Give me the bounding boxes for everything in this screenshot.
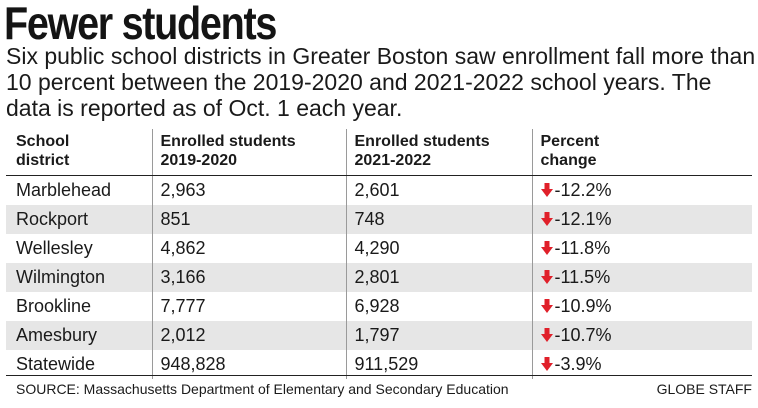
percent-change-value: -12.2% — [554, 180, 612, 200]
district-cell: Amesbury — [6, 321, 152, 350]
header-line: School — [16, 133, 70, 150]
enrolled-2021-2022-cell: 911,529 — [345, 350, 532, 379]
table-body: Marblehead 2,963 2,601 -12.2% Rockport 851 748… — [6, 175, 752, 379]
header-line: district — [16, 152, 70, 169]
enrolled-2021-2022-cell: 748 — [345, 205, 532, 234]
header-school-district: School district — [6, 129, 152, 176]
header-line: 2021-2022 — [354, 152, 432, 169]
percent-change-cell: -11.5% — [531, 263, 752, 292]
percent-change-value: -11.5% — [554, 267, 611, 287]
district-cell: Wilmington — [6, 263, 152, 292]
percent-change-cell: -10.7% — [531, 321, 752, 350]
enrolled-2021-2022-cell: 6,928 — [345, 292, 532, 321]
table-row: Wellesley 4,862 4,290 -11.8% — [6, 234, 752, 263]
down-arrow-icon — [540, 206, 553, 226]
down-arrow-icon — [540, 177, 553, 197]
percent-change-value: -10.9% — [554, 296, 612, 316]
percent-change-cell: -10.9% — [531, 292, 752, 321]
table-header-row: School district Enrolled students 2019-2… — [6, 129, 752, 176]
down-arrow-icon — [540, 293, 553, 313]
percent-change-value: -10.7% — [554, 325, 612, 345]
district-cell: Wellesley — [16, 238, 93, 258]
table-row: Marblehead 2,963 2,601 -12.2% — [6, 175, 752, 205]
percent-change-cell: -3.9% — [531, 350, 752, 379]
enrolled-2019-2020-cell: 2,963 — [151, 175, 346, 205]
district-cell: Statewide — [16, 354, 96, 374]
table-row: Amesbury 2,012 1,797 -10.7% — [6, 321, 752, 350]
header-line: Enrolled students — [354, 133, 490, 150]
header-percent-change: Percent change — [531, 129, 752, 176]
footer: SOURCE: Massachusetts Department of Elem… — [6, 375, 752, 397]
district-cell: Brookline — [16, 296, 92, 316]
table-row: Rockport 851 748 -12.1% — [6, 205, 752, 234]
down-arrow-icon — [540, 351, 553, 371]
header-line: Percent — [540, 133, 600, 150]
enrolled-2019-2020-cell: 3,166 — [151, 263, 346, 292]
subtitle: Six public school districts in Greater B… — [6, 43, 756, 121]
enrollment-table-container: School district Enrolled students 2019-2… — [6, 129, 752, 379]
table-row: Wilmington 3,166 2,801 -11.5% — [6, 263, 752, 292]
enrolled-2019-2020-cell: 2,012 — [151, 321, 346, 350]
page-title: Fewer students — [4, 0, 277, 49]
enrollment-table: School district Enrolled students 2019-2… — [6, 129, 752, 379]
enrolled-2021-2022-cell: 1,797 — [345, 321, 532, 350]
percent-change-value: -12.1% — [554, 209, 612, 229]
percent-change-cell: -11.8% — [531, 234, 752, 263]
down-arrow-icon — [540, 322, 553, 342]
down-arrow-icon — [540, 235, 553, 255]
header-enrolled-2021-2022: Enrolled students 2021-2022 — [345, 129, 532, 176]
enrolled-2021-2022-cell: 2,601 — [345, 175, 532, 205]
header-line: Enrolled students — [160, 133, 296, 150]
percent-change-cell: -12.2% — [531, 175, 752, 205]
down-arrow-icon — [540, 264, 553, 284]
enrolled-2019-2020-cell: 4,862 — [151, 234, 346, 263]
table-row: Brookline 7,777 6,928 -10.9% — [6, 292, 752, 321]
credit-line: GLOBE STAFF — [656, 381, 752, 397]
enrolled-2019-2020-cell: 948,828 — [151, 350, 346, 379]
enrolled-2019-2020-cell: 851 — [151, 205, 346, 234]
percent-change-value: -3.9% — [554, 354, 602, 374]
enrolled-2021-2022-cell: 4,290 — [345, 234, 532, 263]
header-enrolled-2019-2020: Enrolled students 2019-2020 — [151, 129, 346, 176]
enrolled-2019-2020-cell: 7,777 — [151, 292, 346, 321]
header-line: change — [540, 152, 597, 169]
district-cell: Marblehead — [16, 180, 112, 200]
district-cell: Rockport — [6, 205, 152, 234]
percent-change-value: -11.8% — [554, 238, 611, 258]
percent-change-cell: -12.1% — [531, 205, 752, 234]
table-row: Statewide 948,828 911,529 -3.9% — [6, 350, 752, 379]
header-line: 2019-2020 — [160, 152, 238, 169]
enrolled-2021-2022-cell: 2,801 — [345, 263, 532, 292]
source-note: SOURCE: Massachusetts Department of Elem… — [16, 381, 509, 397]
